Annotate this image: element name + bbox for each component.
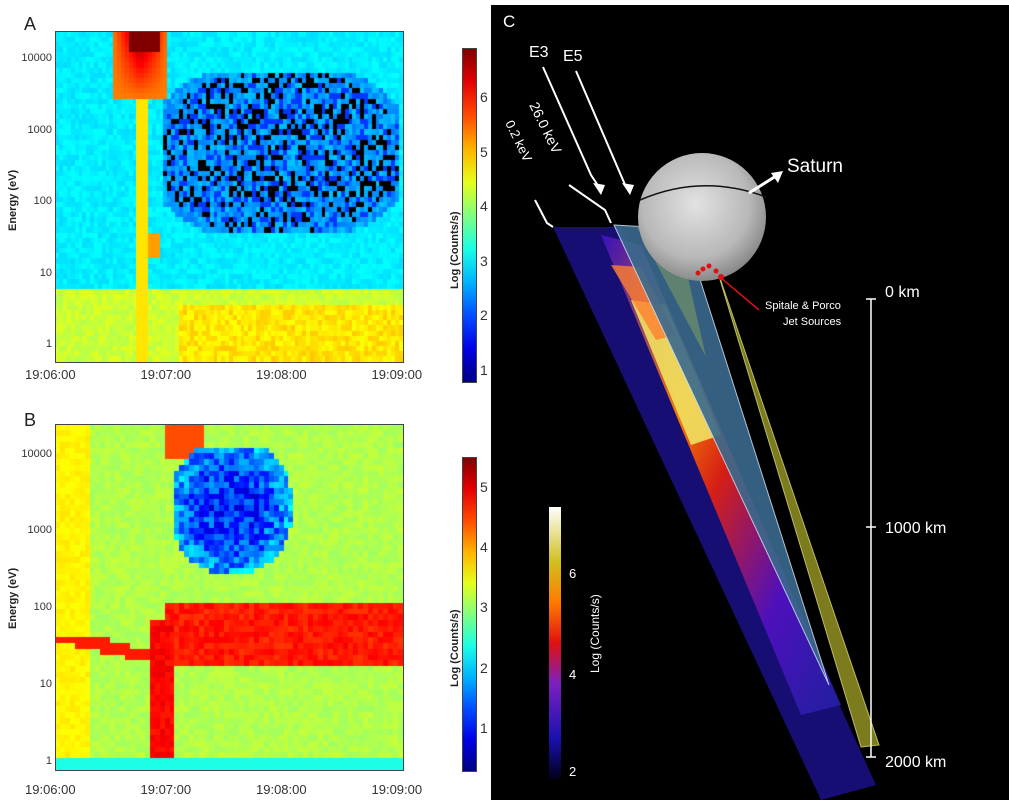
panel-c-letter: C — [503, 12, 515, 31]
panel-c-colorbar-tick-6: 6 — [569, 566, 576, 581]
ayticks-4: 10000 — [21, 52, 52, 65]
acbticks-2: 3 — [480, 252, 488, 269]
panel-b-ylabel: Energy (eV) — [7, 567, 19, 629]
axticks-2: 19:08:00 — [256, 367, 307, 382]
scale-tick-1000km: 1000 km — [885, 520, 946, 537]
byticks-1: 10 — [39, 677, 52, 690]
energy-low-leader — [534, 199, 554, 228]
panel-b-colorbar — [462, 457, 477, 772]
bxticks-1: 19:07:00 — [140, 782, 192, 797]
saturn-arrow — [748, 174, 777, 195]
panel-b-colorbar-label: Log (Counts/s) — [449, 609, 461, 687]
e3-beam — [613, 224, 830, 686]
scale-tick-2000km: 2000 km — [885, 754, 946, 771]
e3-label: E3 — [529, 44, 549, 61]
acbticks-4: 5 — [480, 143, 488, 160]
bcbticks-2: 3 — [480, 599, 488, 616]
saturn-label: Saturn — [787, 156, 843, 177]
panel-a-heatmap-canvas — [56, 32, 403, 362]
axticks-1: 19:07:00 — [140, 367, 192, 382]
jet-sources-label-line1: Spitale & Porco — [765, 300, 841, 312]
bxticks-2: 19:08:00 — [256, 782, 307, 797]
bxticks-0: 19:06:00 — [25, 782, 76, 797]
panel-c-colorbar-tick-2: 2 — [569, 764, 576, 779]
acbticks-3: 4 — [480, 198, 488, 215]
axticks-0: 19:06:00 — [25, 367, 76, 382]
ayticks-2: 100 — [33, 195, 52, 208]
enceladus-moon — [638, 153, 766, 281]
e5-leader-line — [575, 70, 627, 188]
energy-fan — [553, 227, 876, 800]
bcbticks-0: 1 — [480, 719, 488, 736]
axticks-3: 19:09:00 — [371, 367, 423, 382]
byticks-0: 1 — [45, 754, 52, 767]
panel-b-heatmap-canvas — [56, 425, 403, 770]
energy-high-leader — [568, 184, 612, 224]
jet-sources-markers — [695, 263, 724, 280]
acbticks-1: 2 — [480, 307, 488, 324]
bxticks-3: 19:09:00 — [371, 782, 423, 797]
panel-a-colorbar — [462, 48, 477, 383]
distance-scale — [866, 298, 876, 758]
byticks-2: 100 — [33, 601, 52, 614]
acbticks-0: 1 — [480, 362, 488, 379]
bcbticks-1: 2 — [480, 659, 488, 676]
energy-high-label: 26.0 keV — [526, 99, 565, 156]
ayticks-3: 1000 — [27, 123, 52, 136]
panel-c-colorbar — [549, 507, 561, 779]
jet-sources-pointer — [719, 276, 760, 311]
byticks-4: 10000 — [21, 447, 52, 460]
panel-a-colorbar-label: Log (Counts/s) — [449, 211, 461, 289]
scale-tick-0km: 0 km — [885, 284, 920, 301]
e5-label: E5 — [563, 48, 583, 65]
panel-c-figure: C Saturn Spitale & Porco Jet Sources E3 — [491, 5, 1009, 800]
bcbticks-3: 4 — [480, 539, 488, 556]
e3-leader-arrowhead — [593, 183, 605, 195]
ayticks-1: 10 — [39, 266, 52, 279]
byticks-3: 1000 — [27, 524, 52, 537]
e5-leader-arrowhead — [622, 183, 634, 195]
panel-c-colorbar-label: Log (Counts/s) — [588, 594, 602, 673]
acbticks-5: 6 — [480, 89, 488, 106]
panel-a-letter: A — [24, 14, 37, 34]
energy-low-label: 0.2 keV — [502, 118, 535, 164]
jet-sources-label-line2: Jet Sources — [783, 316, 842, 328]
panel-c-svg: C Saturn Spitale & Porco Jet Sources E3 — [502, 12, 946, 800]
panel-a-spectrogram — [55, 31, 404, 363]
bcbticks-4: 5 — [480, 479, 488, 496]
e3-leader-line — [542, 66, 600, 188]
panel-c-colorbar-tick-4: 4 — [569, 667, 576, 682]
ayticks-0: 1 — [45, 338, 52, 351]
panel-b-spectrogram — [55, 424, 404, 771]
saturn-arrowhead — [771, 171, 783, 183]
panel-a-ylabel: Energy (eV) — [7, 169, 19, 231]
panel-b-letter: B — [24, 410, 37, 430]
